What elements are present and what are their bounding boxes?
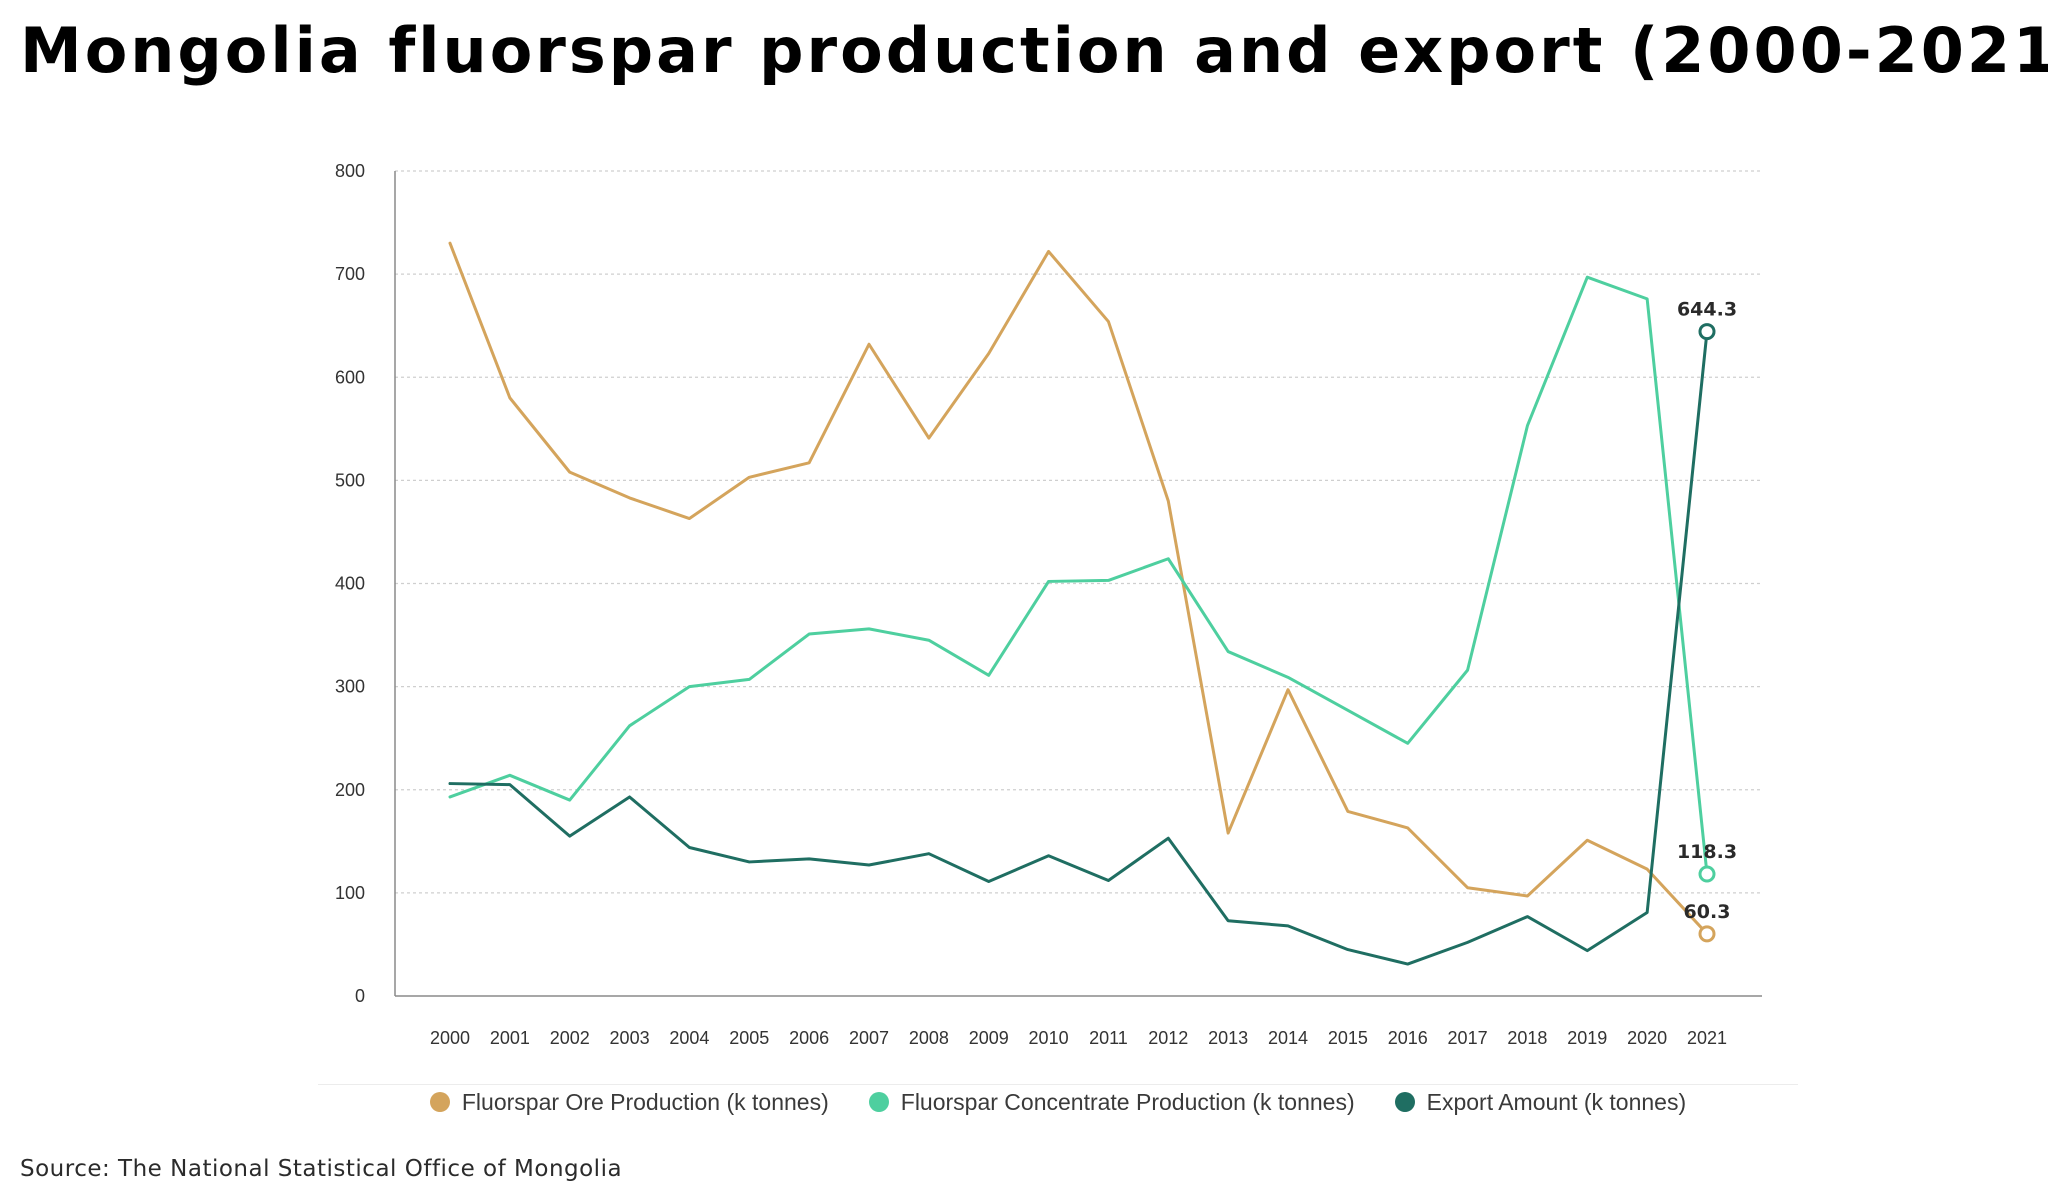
series-line-concentrate bbox=[448, 275, 1709, 876]
data-labels: 644.3 118.3 60.3 bbox=[1677, 299, 1737, 923]
data-label-ore: 60.3 bbox=[1684, 901, 1731, 923]
x-tick-label: 2009 bbox=[969, 1028, 1009, 1048]
legend-swatch-concentrate bbox=[868, 1092, 889, 1112]
end-point-ore bbox=[1698, 925, 1716, 943]
x-tick-label: 2014 bbox=[1268, 1028, 1308, 1048]
chart-title: Mongolia fluorspar production and export… bbox=[20, 14, 2048, 87]
x-tick-label: 2021 bbox=[1687, 1028, 1727, 1048]
x-tick-label: 2013 bbox=[1208, 1028, 1248, 1048]
x-tick-label: 2017 bbox=[1448, 1028, 1488, 1048]
x-tick-label: 2004 bbox=[669, 1028, 709, 1048]
legend-label-concentrate: Fluorspar Concentrate Production (k tonn… bbox=[900, 1088, 1355, 1115]
y-tick-label: 800 bbox=[335, 161, 365, 181]
x-tick-label: 2008 bbox=[909, 1028, 949, 1048]
series-line-export bbox=[448, 330, 1709, 966]
x-tick-label: 2005 bbox=[729, 1028, 769, 1048]
legend-item-concentrate: Fluorspar Concentrate Production (k tonn… bbox=[868, 1088, 1355, 1116]
x-tick-label: 2007 bbox=[849, 1028, 889, 1048]
series-lines bbox=[448, 241, 1716, 966]
x-tick-label: 2003 bbox=[610, 1028, 650, 1048]
gridlines bbox=[395, 170, 1762, 894]
y-tick-label: 600 bbox=[335, 367, 365, 387]
x-tick-label: 2015 bbox=[1328, 1028, 1368, 1048]
legend-swatch-ore bbox=[429, 1092, 450, 1112]
legend-swatch-export bbox=[1394, 1092, 1415, 1112]
legend-item-ore: Fluorspar Ore Production (k tonnes) bbox=[429, 1088, 829, 1116]
x-tick-label: 2011 bbox=[1089, 1028, 1128, 1048]
end-point-export bbox=[1698, 323, 1716, 341]
data-label-concentrate: 118.3 bbox=[1677, 841, 1737, 863]
y-tick-label: 500 bbox=[335, 470, 365, 490]
x-tick-label: 2006 bbox=[789, 1028, 829, 1048]
data-label-export: 644.3 bbox=[1677, 299, 1737, 321]
legend-label-ore: Fluorspar Ore Production (k tonnes) bbox=[461, 1088, 829, 1115]
x-tick-label: 2001 bbox=[490, 1028, 530, 1048]
legend-item-export: Export Amount (k tonnes) bbox=[1394, 1088, 1687, 1116]
x-tick-label: 2019 bbox=[1567, 1028, 1607, 1048]
y-tick-label: 300 bbox=[335, 677, 365, 697]
series-line-ore bbox=[448, 241, 1709, 936]
y-tick-label: 700 bbox=[335, 264, 365, 284]
y-tick-label: 100 bbox=[335, 883, 365, 903]
x-tick-label: 2000 bbox=[430, 1028, 470, 1048]
x-tick-label: 2016 bbox=[1388, 1028, 1428, 1048]
x-tick-label: 2002 bbox=[550, 1028, 590, 1048]
axes: 0 100 200 300 400 500 600 700 800 2000 2001 2002 200… bbox=[335, 161, 1762, 1048]
y-tick-label: 0 bbox=[355, 986, 365, 1006]
source-note: Source: The National Statistical Office … bbox=[20, 1156, 623, 1182]
x-tick-label: 2010 bbox=[1029, 1028, 1069, 1048]
x-tick-label: 2018 bbox=[1507, 1028, 1547, 1048]
y-tick-label: 400 bbox=[335, 574, 365, 594]
x-tick-label: 2012 bbox=[1148, 1028, 1188, 1048]
legend-divider bbox=[318, 1084, 1798, 1085]
x-tick-label: 2020 bbox=[1627, 1028, 1667, 1048]
legend-label-export: Export Amount (k tonnes) bbox=[1426, 1088, 1687, 1115]
y-tick-label: 200 bbox=[335, 780, 365, 800]
end-point-concentrate bbox=[1698, 865, 1716, 883]
legend: Fluorspar Ore Production (k tonnes) Fluor… bbox=[318, 1082, 1798, 1122]
